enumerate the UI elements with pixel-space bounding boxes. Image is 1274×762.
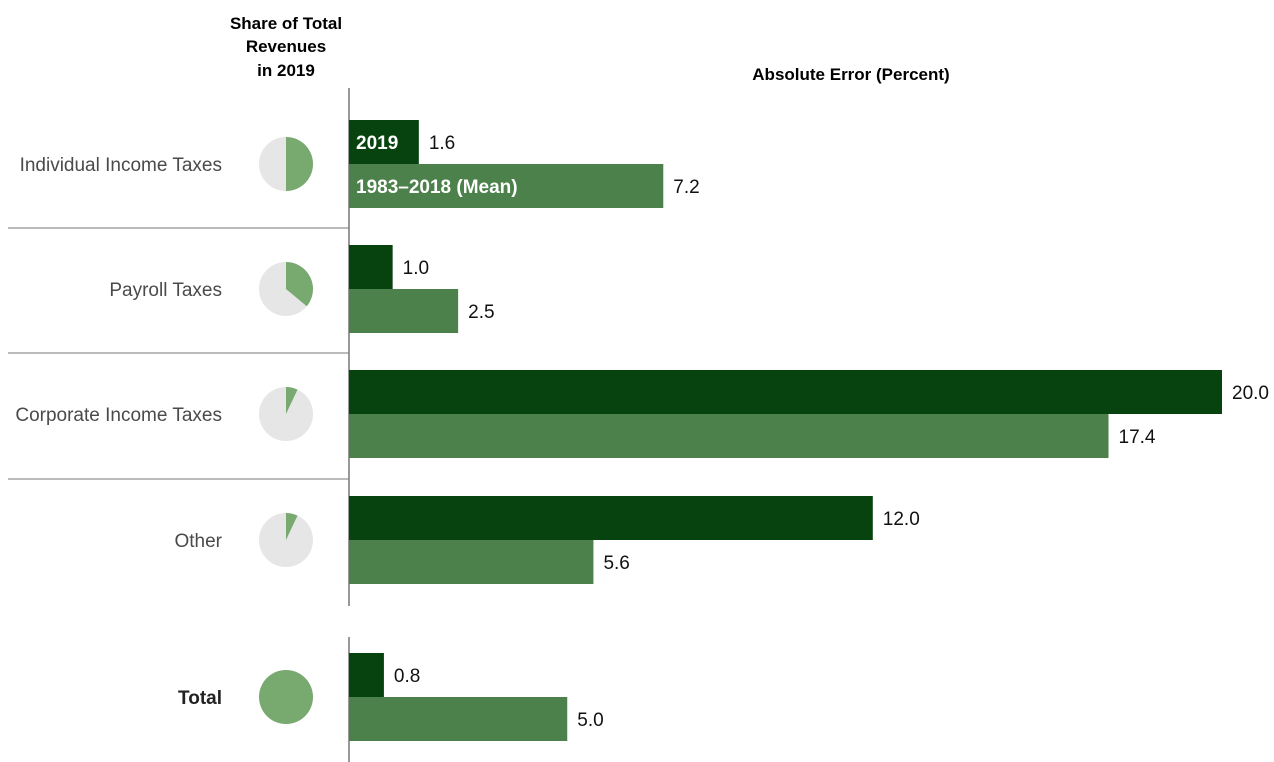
share-pies [259,137,313,724]
bars [349,120,1222,741]
separator-layer [8,227,349,480]
share-header-line-1: Share of Total [230,14,342,33]
bar-mean [349,697,568,741]
pie-slice-share [259,670,313,724]
bar-mean [349,414,1109,458]
bar-2019 [349,370,1222,414]
chart-header: Share of Total Revenues in 2019 Absolute… [230,14,950,84]
share-pie [259,137,313,191]
bar-2019 [349,496,873,540]
pie-slice-share [286,137,313,191]
value-label: 5.0 [577,710,603,731]
value-label: 0.8 [394,666,420,687]
bar-2019 [349,245,393,289]
series-label: 2019 [356,133,398,154]
category-labels: Individual Income Taxes Payroll Taxes Corp… [15,155,222,709]
share-header-line-3: in 2019 [257,61,315,80]
category-label: Payroll Taxes [109,280,222,301]
bar-mean [349,164,664,208]
share-header-line-2: Revenues [246,37,326,56]
share-pie [259,670,313,724]
value-label: 20.0 [1232,383,1269,404]
share-pie [259,262,313,316]
value-labels: 1.6 2019 7.2 1983–2018 (Mean) 1.0 2.5 20.0 17.4… [356,133,1269,731]
share-pie [259,513,313,567]
value-label: 17.4 [1119,427,1156,448]
chart-title: Absolute Error (Percent) [752,65,949,84]
category-label: Other [174,531,222,552]
pie-slice-share [286,513,298,540]
category-label: Total [178,688,222,709]
series-label: 1983–2018 (Mean) [356,177,518,198]
value-label: 1.6 [429,133,455,154]
pie-slice-share [286,387,298,414]
bar-mean [349,540,594,584]
value-label: 7.2 [673,177,699,198]
value-label: 1.0 [403,258,429,279]
category-label: Corporate Income Taxes [15,405,222,426]
bar-mean [349,289,459,333]
category-label: Individual Income Taxes [20,155,222,176]
value-label: 2.5 [468,302,494,323]
value-label: 12.0 [883,509,920,530]
value-label: 5.6 [603,553,629,574]
pie-slice-share [286,262,313,307]
bar-2019 [349,653,384,697]
bar-2019 [349,120,419,164]
share-pie [259,387,313,441]
